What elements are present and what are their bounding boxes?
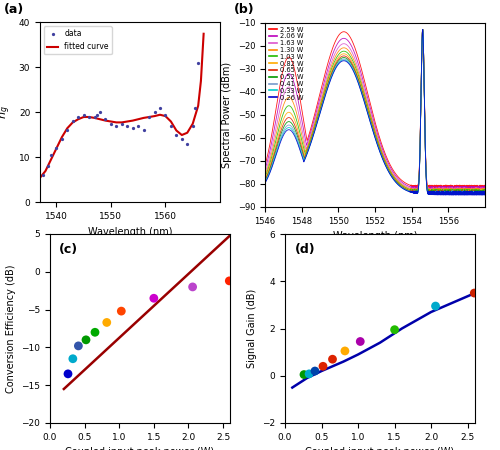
fitted curve [152, 113, 158, 119]
data [188, 122, 196, 130]
data [58, 136, 66, 143]
fitted curve [179, 132, 185, 138]
Point [64, 370, 72, 378]
Point [103, 319, 111, 326]
X-axis label: Wavelength (nm): Wavelength (nm) [88, 227, 172, 237]
data [162, 111, 170, 118]
Legend: data, fitted curve: data, fitted curve [44, 26, 112, 54]
Text: (d): (d) [294, 243, 315, 256]
Legend: 2.59 W, 2.06 W, 1.63 W, 1.30 W, 1.03 W, 0.82 W, 0.65 W, 0.52 W, 0.41 W, 0.33 W, : 2.59 W, 2.06 W, 1.63 W, 1.30 W, 1.03 W, … [268, 26, 304, 101]
Point [188, 284, 196, 291]
Y-axis label: Spectral Power (dBm): Spectral Power (dBm) [222, 62, 232, 168]
data [118, 120, 126, 127]
Y-axis label: Signal Gain (dB): Signal Gain (dB) [246, 289, 256, 368]
data [64, 127, 72, 134]
fitted curve [37, 175, 43, 180]
Y-axis label: Conversion Efficiency (dB): Conversion Efficiency (dB) [6, 264, 16, 393]
Text: (c): (c) [59, 243, 78, 256]
Point [305, 370, 313, 378]
Point [69, 355, 77, 362]
fitted curve [70, 120, 75, 125]
fitted curve [168, 119, 174, 124]
fitted curve [80, 114, 86, 120]
fitted curve [157, 112, 163, 117]
data [85, 113, 93, 121]
data [150, 109, 158, 116]
fitted curve [124, 119, 130, 124]
fitted curve [140, 115, 146, 121]
Point [432, 302, 440, 310]
data [178, 136, 186, 143]
fitted curve [42, 168, 48, 174]
data [74, 113, 82, 121]
data [172, 131, 180, 139]
fitted curve [92, 115, 98, 121]
X-axis label: Coupled input peak power (W): Coupled input peak power (W) [306, 447, 454, 450]
fitted curve [195, 103, 201, 108]
fitted curve [54, 146, 60, 151]
fitted curve [119, 120, 125, 125]
fitted curve [64, 126, 70, 131]
data [192, 104, 200, 112]
data [68, 118, 76, 125]
Point [150, 295, 158, 302]
Point [356, 338, 364, 345]
fitted curve [200, 31, 206, 36]
Point [118, 307, 126, 315]
Point [470, 289, 478, 297]
data [167, 122, 175, 130]
Point [82, 336, 90, 343]
Line: fitted curve: fitted curve [40, 34, 203, 178]
Text: (b): (b) [234, 3, 255, 16]
data [107, 120, 115, 127]
fitted curve [198, 78, 204, 84]
Point [91, 328, 99, 336]
data [80, 111, 88, 118]
fitted curve [102, 118, 108, 123]
data [90, 113, 98, 121]
fitted curve [75, 117, 81, 122]
data [112, 122, 120, 130]
X-axis label: Coupled input peak power (W): Coupled input peak power (W) [66, 447, 214, 450]
fitted curve [190, 121, 196, 126]
Text: (a): (a) [4, 4, 24, 17]
fitted curve [114, 120, 119, 125]
data [145, 113, 153, 121]
fitted curve [86, 114, 92, 120]
fitted curve [146, 114, 152, 120]
data [44, 163, 52, 170]
data [140, 127, 147, 134]
Point [311, 367, 319, 374]
Point [328, 356, 336, 363]
data [94, 111, 102, 118]
data [38, 172, 46, 179]
data [96, 109, 104, 116]
fitted curve [59, 135, 65, 140]
fitted curve [108, 119, 114, 124]
data [194, 59, 202, 67]
Point [341, 347, 349, 355]
fitted curve [162, 113, 168, 119]
data [156, 104, 164, 112]
fitted curve [97, 117, 103, 122]
Point [226, 277, 234, 284]
Y-axis label: $n_g$: $n_g$ [0, 106, 13, 119]
data [47, 152, 55, 159]
X-axis label: Wavelength (nm): Wavelength (nm) [333, 231, 417, 241]
Point [300, 371, 308, 378]
data [102, 116, 110, 123]
data [134, 122, 142, 130]
data [124, 122, 132, 130]
data [52, 145, 60, 152]
fitted curve [130, 118, 136, 123]
fitted curve [184, 130, 190, 135]
Point [319, 363, 327, 370]
Point [390, 326, 398, 333]
fitted curve [48, 157, 54, 162]
Point [74, 342, 82, 350]
data [184, 140, 192, 148]
fitted curve [135, 117, 141, 122]
data [128, 125, 136, 132]
fitted curve [174, 128, 180, 133]
